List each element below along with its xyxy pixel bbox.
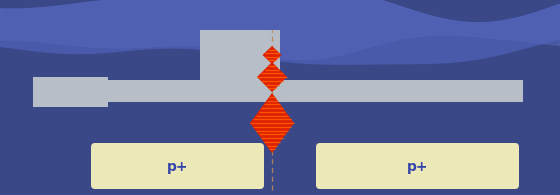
- Bar: [200, 30, 280, 80]
- Polygon shape: [257, 62, 287, 92]
- Text: p+: p+: [167, 160, 189, 174]
- FancyBboxPatch shape: [91, 143, 264, 189]
- FancyBboxPatch shape: [316, 143, 519, 189]
- Bar: [33, 80, 523, 102]
- Polygon shape: [250, 93, 294, 153]
- Text: p+: p+: [407, 160, 429, 174]
- Polygon shape: [0, 0, 560, 60]
- Polygon shape: [263, 46, 282, 64]
- Polygon shape: [0, 0, 560, 64]
- Bar: [33, 77, 108, 107]
